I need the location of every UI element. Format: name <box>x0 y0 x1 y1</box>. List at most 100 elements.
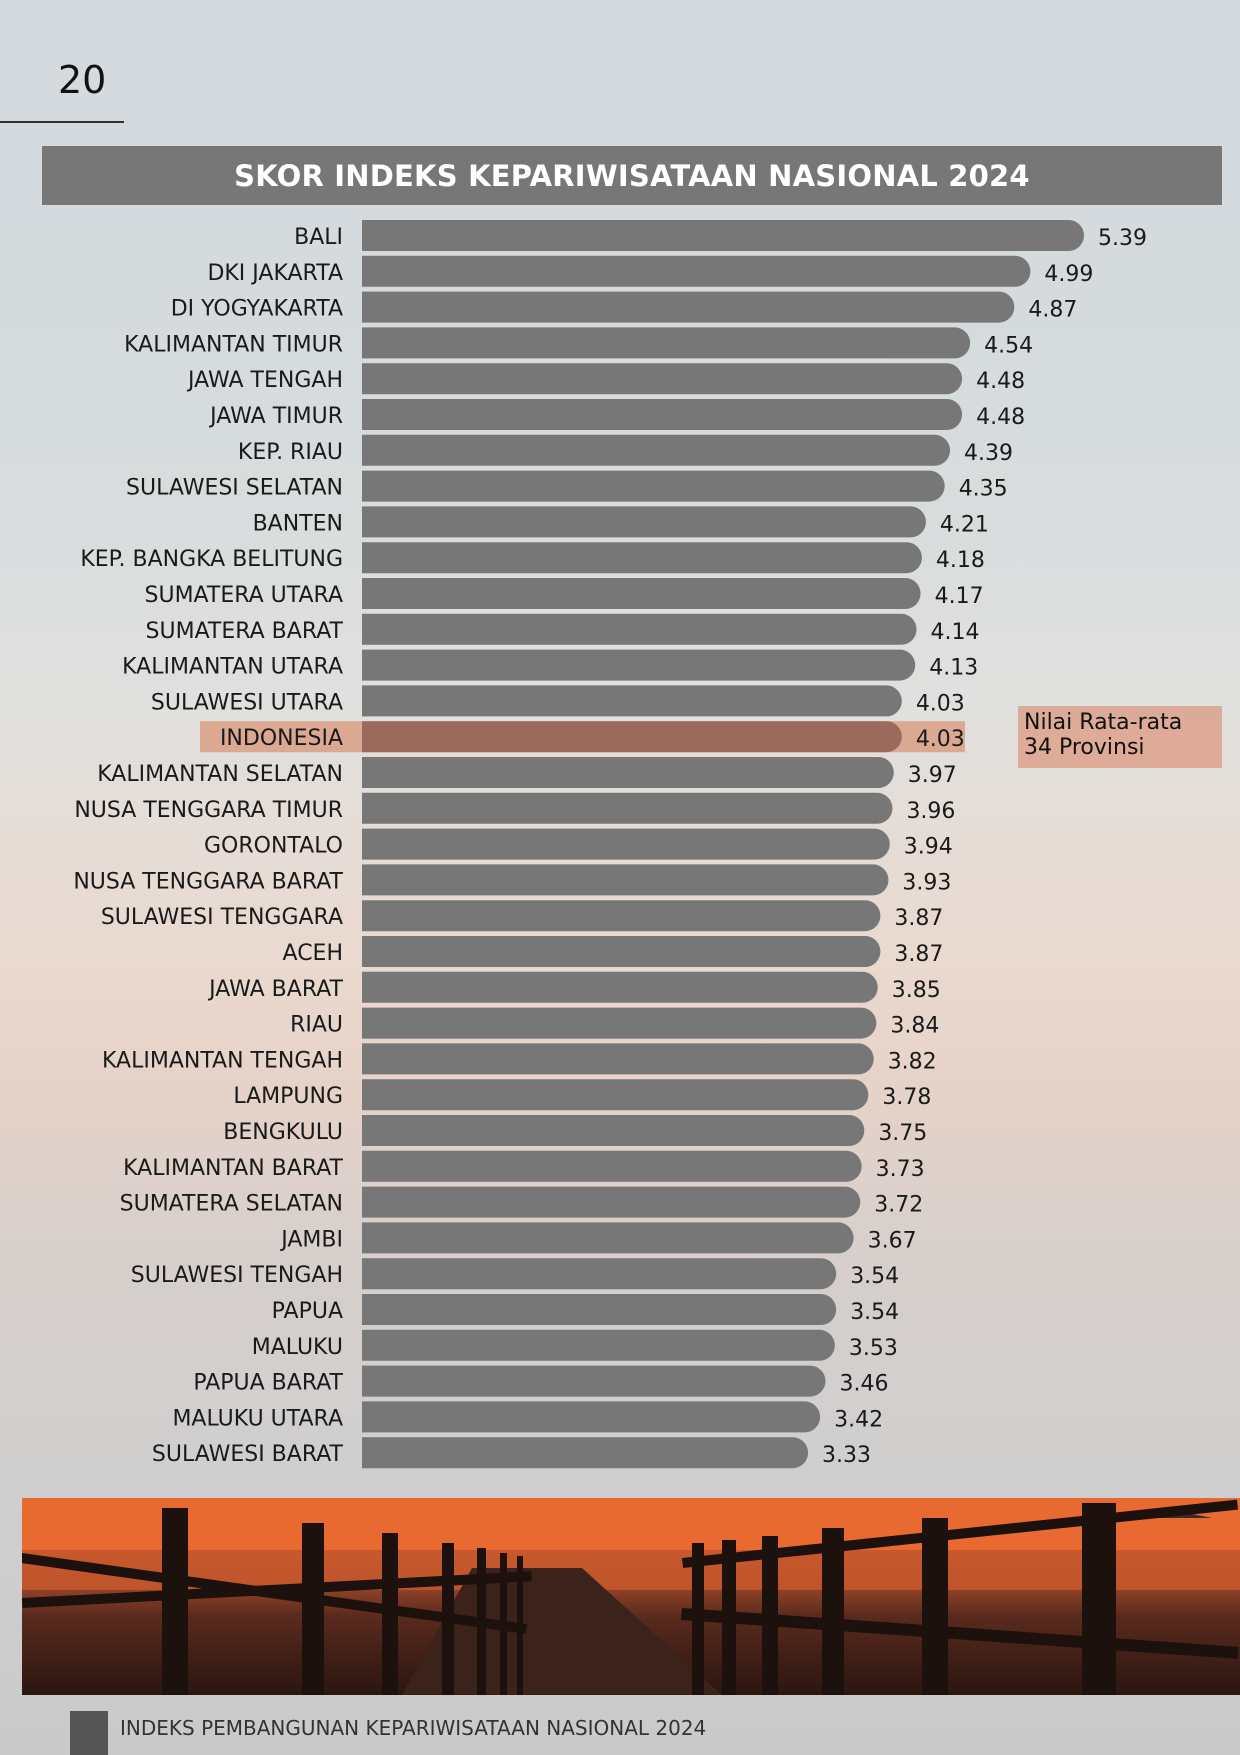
bar <box>362 1043 874 1075</box>
value-label: 4.03 <box>916 691 965 716</box>
value-label: 3.96 <box>906 799 955 824</box>
value-label: 3.72 <box>874 1193 923 1218</box>
bar <box>362 757 894 788</box>
bar <box>362 685 902 717</box>
value-label: 4.48 <box>976 405 1025 430</box>
value-label: 4.18 <box>936 548 985 573</box>
category-label: KEP. RIAU <box>238 440 343 465</box>
category-label: SULAWESI BARAT <box>152 1442 344 1467</box>
category-label: LAMPUNG <box>233 1084 343 1109</box>
value-label: 3.84 <box>890 1014 939 1039</box>
value-label: 4.21 <box>940 512 989 537</box>
bar <box>362 327 971 359</box>
bar <box>362 399 963 430</box>
category-label: SUMATERA UTARA <box>145 583 344 608</box>
category-label: PAPUA <box>272 1299 343 1324</box>
average-note-line2: 34 Provinsi <box>1024 735 1145 760</box>
average-note-line1: Nilai Rata-rata <box>1024 710 1183 735</box>
bar <box>362 506 926 538</box>
bar <box>362 1079 869 1111</box>
category-label: NUSA TENGGARA TIMUR <box>74 798 343 823</box>
category-label: DI YOGYAKARTA <box>171 297 343 322</box>
bar <box>362 971 878 1003</box>
pier-sunset-photo <box>22 1498 1240 1695</box>
category-label: SULAWESI TENGGARA <box>101 905 343 930</box>
page-number: 20 <box>58 58 107 102</box>
chart-title-bar: SKOR INDEKS KEPARIWISATAAN NASIONAL 2024 <box>42 146 1222 205</box>
category-label: SULAWESI UTARA <box>151 690 343 715</box>
footer-marker <box>70 1711 108 1755</box>
bar <box>362 1294 837 1325</box>
value-label: 3.85 <box>892 978 941 1003</box>
pier-illustration <box>22 1498 1240 1695</box>
bar <box>362 613 917 645</box>
bar <box>362 792 893 824</box>
value-label: 3.93 <box>902 870 951 895</box>
bar <box>362 1401 821 1433</box>
bar <box>362 936 881 967</box>
bar <box>362 828 890 860</box>
value-label: 3.54 <box>850 1264 899 1289</box>
value-label: 3.53 <box>849 1336 898 1361</box>
bar-chart: BALI 5.39 DKI JAKARTA 4.99 DI YOGYAKARTA 4.87… <box>73 220 1147 1469</box>
value-label: 5.39 <box>1098 226 1147 251</box>
category-label: SULAWESI SELATAN <box>126 476 343 501</box>
category-label: MALUKU <box>252 1335 343 1360</box>
bar <box>362 1365 826 1397</box>
value-label: 4.03 <box>916 727 965 752</box>
bar <box>362 363 963 395</box>
chart-title: SKOR INDEKS KEPARIWISATAAN NASIONAL 2024 <box>234 158 1030 193</box>
bar <box>362 291 1015 323</box>
bar <box>362 1437 809 1469</box>
category-label: JAMBI <box>279 1227 343 1252</box>
value-label: 4.35 <box>959 477 1008 502</box>
category-label: KALIMANTAN SELATAN <box>97 762 343 787</box>
value-label: 3.42 <box>834 1407 883 1432</box>
value-label: 4.17 <box>935 584 984 609</box>
value-label: 3.75 <box>878 1121 927 1146</box>
bar <box>362 578 921 609</box>
value-label: 4.48 <box>976 369 1025 394</box>
average-note: Nilai Rata-rata 34 Provinsi <box>1018 706 1222 768</box>
value-label: 3.33 <box>822 1443 871 1468</box>
bar <box>362 649 916 681</box>
category-label: KALIMANTAN UTARA <box>122 655 343 680</box>
value-label: 3.67 <box>868 1228 917 1253</box>
category-label: BALI <box>294 225 343 250</box>
value-label: 4.14 <box>931 620 980 645</box>
footer-text: INDEKS PEMBANGUNAN KEPARIWISATAAN NASION… <box>120 1716 707 1740</box>
category-label: SUMATERA SELATAN <box>120 1192 343 1217</box>
category-label: JAWA TENGAH <box>186 368 343 393</box>
value-label: 3.73 <box>876 1157 925 1182</box>
category-label: MALUKU UTARA <box>172 1406 343 1431</box>
category-label: KALIMANTAN TENGAH <box>102 1048 343 1073</box>
value-label: 3.97 <box>908 763 957 788</box>
bar <box>362 1115 865 1146</box>
value-label: 3.78 <box>882 1085 931 1110</box>
bar <box>362 900 881 932</box>
category-label: KALIMANTAN TIMUR <box>124 332 343 357</box>
bar <box>362 721 902 753</box>
bar <box>362 1329 835 1361</box>
category-label: NUSA TENGGARA BARAT <box>73 869 343 894</box>
category-label: KALIMANTAN BARAT <box>123 1156 343 1181</box>
value-label: 4.99 <box>1044 262 1093 287</box>
bar <box>362 542 922 574</box>
value-label: 3.82 <box>888 1049 937 1074</box>
bar <box>362 1258 837 1290</box>
value-label: 4.39 <box>964 441 1013 466</box>
category-label: BANTEN <box>253 511 343 536</box>
category-label: SUMATERA BARAT <box>146 619 344 644</box>
value-label: 3.94 <box>904 835 953 860</box>
bar <box>362 434 951 466</box>
bar <box>362 1150 862 1182</box>
bar <box>362 1186 861 1218</box>
value-label: 4.54 <box>984 333 1033 358</box>
bar <box>362 1007 877 1039</box>
value-label: 3.87 <box>894 906 943 931</box>
value-label: 3.87 <box>894 942 943 967</box>
bar <box>362 220 1084 251</box>
category-label: INDONESIA <box>220 726 343 751</box>
bar <box>362 1222 854 1254</box>
category-label: DKI JAKARTA <box>207 261 343 286</box>
